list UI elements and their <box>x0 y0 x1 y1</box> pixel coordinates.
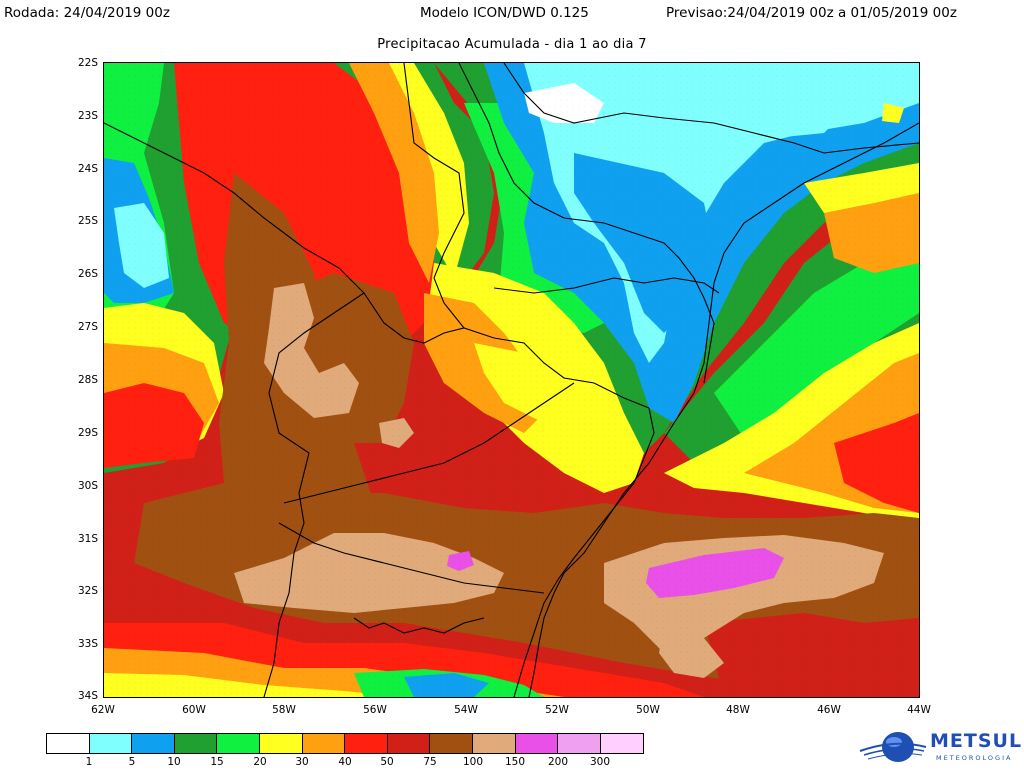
border-line-9 <box>278 522 545 594</box>
lat-tick-label: 30S <box>77 480 98 492</box>
lat-tick-label: 29S <box>77 427 98 439</box>
precipitation-legend <box>46 733 645 754</box>
political-borders <box>104 63 919 697</box>
border-line-5 <box>458 63 715 384</box>
coastline-2 <box>353 617 485 634</box>
logo-name: METSUL <box>930 730 1023 752</box>
metsul-logo: METSUL METEOROLOGIA <box>858 727 1024 767</box>
run-time-label: Rodada: 24/04/2019 00z <box>4 5 170 21</box>
legend-swatch <box>515 734 559 753</box>
model-title: Modelo ICON/DWD 0.125 <box>420 5 589 21</box>
legend-swatch <box>259 734 303 753</box>
lat-tick-label: 28S <box>77 374 98 386</box>
legend-swatch <box>472 734 516 753</box>
legend-swatch <box>387 734 431 753</box>
border-line-7 <box>503 63 919 154</box>
lat-tick-label: 32S <box>77 585 98 597</box>
legend-label: 1 <box>85 756 93 768</box>
legend-swatch <box>430 734 473 753</box>
lat-tick-label: 26S <box>77 268 98 280</box>
map-subtitle: Precipitacao Acumulada - dia 1 ao dia 7 <box>377 37 647 52</box>
lon-tick-label: 44W <box>907 704 931 716</box>
globe-logo-icon <box>859 732 927 762</box>
legend-label: 5 <box>128 756 136 768</box>
legend-swatch <box>174 734 218 753</box>
lon-tick-label: 48W <box>726 704 750 716</box>
lat-tick-label: 22S <box>77 57 98 69</box>
lat-tick-label: 24S <box>77 163 98 175</box>
legend-label: 75 <box>423 756 437 768</box>
field-texture <box>104 63 919 697</box>
lat-tick-label: 23S <box>77 110 98 122</box>
lon-tick-label: 46W <box>817 704 841 716</box>
forecast-period-label: Previsao:24/04/2019 00z a 01/05/2019 00z <box>666 5 957 21</box>
border-line-3 <box>513 407 655 697</box>
legend-label: 300 <box>589 756 611 768</box>
lat-tick-label: 31S <box>77 533 98 545</box>
legend-swatch <box>302 734 346 753</box>
lat-tick-label: 33S <box>77 638 98 650</box>
legend-label: 50 <box>380 756 394 768</box>
legend-label: 200 <box>547 756 569 768</box>
legend-label: 150 <box>504 756 526 768</box>
lat-tick-label: 25S <box>77 215 98 227</box>
border-line-1 <box>104 122 365 697</box>
legend-swatch <box>217 734 260 753</box>
border-line-6 <box>493 277 720 294</box>
legend-label: 100 <box>462 756 484 768</box>
lon-tick-label: 52W <box>545 704 569 716</box>
coastline-1 <box>528 122 919 697</box>
legend-label: 20 <box>253 756 267 768</box>
run-time-value: 24/04/2019 00z <box>63 5 170 21</box>
legend-swatch <box>132 734 175 753</box>
legend-swatch <box>345 734 388 753</box>
lon-tick-label: 62W <box>91 704 115 716</box>
legend-label: 10 <box>167 756 181 768</box>
lon-tick-label: 54W <box>454 704 478 716</box>
border-line-8 <box>283 382 575 504</box>
lon-tick-label: 58W <box>272 704 296 716</box>
legend-swatch <box>600 734 644 753</box>
legend-label: 15 <box>210 756 224 768</box>
legend-swatch <box>558 734 601 753</box>
border-line-4 <box>403 63 465 329</box>
legend-label: 40 <box>338 756 352 768</box>
legend-swatch <box>89 734 133 753</box>
logo-tagline: METEOROLOGIA <box>936 754 1013 762</box>
forecast-period-value: 24/04/2019 00z a 01/05/2019 00z <box>727 5 957 21</box>
precipitation-map[interactable] <box>104 63 919 697</box>
legend-swatch <box>47 734 90 753</box>
lat-tick-label: 34S <box>77 690 98 702</box>
border-line-2 <box>363 292 650 409</box>
lon-tick-label: 60W <box>182 704 206 716</box>
legend-label: 30 <box>295 756 309 768</box>
lon-tick-label: 56W <box>363 704 387 716</box>
lon-tick-label: 50W <box>636 704 660 716</box>
lat-tick-label: 27S <box>77 321 98 333</box>
